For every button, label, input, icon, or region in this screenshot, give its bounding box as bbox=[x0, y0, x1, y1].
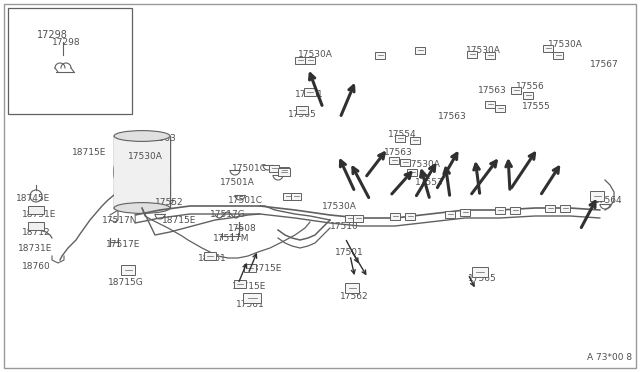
Bar bbox=[353, 215, 363, 221]
Text: 18715E: 18715E bbox=[248, 264, 282, 273]
Bar bbox=[296, 106, 308, 114]
Text: 17298: 17298 bbox=[52, 38, 81, 47]
Bar bbox=[204, 252, 216, 260]
Text: 17564: 17564 bbox=[594, 196, 623, 205]
Text: 17565: 17565 bbox=[468, 274, 497, 283]
Bar bbox=[345, 283, 359, 293]
Bar bbox=[305, 57, 315, 64]
Bar bbox=[510, 206, 520, 214]
Bar bbox=[375, 51, 385, 58]
Bar bbox=[415, 46, 425, 54]
Bar bbox=[523, 92, 533, 99]
Ellipse shape bbox=[114, 136, 170, 208]
Text: 17563: 17563 bbox=[438, 112, 467, 121]
Ellipse shape bbox=[114, 131, 170, 141]
Bar bbox=[114, 136, 170, 208]
Text: 17501C: 17501C bbox=[228, 196, 263, 205]
Bar bbox=[590, 191, 604, 201]
Bar bbox=[278, 168, 290, 176]
Bar bbox=[545, 205, 555, 212]
Ellipse shape bbox=[114, 203, 170, 214]
Text: 17563: 17563 bbox=[384, 148, 413, 157]
Text: 17530A: 17530A bbox=[548, 40, 583, 49]
Text: 17565: 17565 bbox=[288, 110, 317, 119]
Bar bbox=[400, 158, 410, 166]
Bar bbox=[553, 51, 563, 58]
Text: 17298: 17298 bbox=[36, 30, 67, 40]
Text: 17530A: 17530A bbox=[128, 152, 163, 161]
Text: 17517N: 17517N bbox=[102, 216, 138, 225]
Bar bbox=[395, 135, 405, 141]
Text: 17551: 17551 bbox=[295, 90, 324, 99]
Bar bbox=[445, 211, 455, 218]
Bar bbox=[243, 293, 261, 303]
Text: 17517M: 17517M bbox=[213, 234, 250, 243]
Text: 18761: 18761 bbox=[198, 254, 227, 263]
Text: 17517G: 17517G bbox=[210, 210, 246, 219]
Bar bbox=[407, 169, 417, 176]
Text: 17562: 17562 bbox=[340, 292, 369, 301]
Text: 18715E: 18715E bbox=[72, 148, 106, 157]
Bar bbox=[244, 264, 256, 272]
Bar bbox=[495, 206, 505, 214]
Text: 17501: 17501 bbox=[335, 248, 364, 257]
Bar bbox=[279, 167, 289, 173]
Text: 17517E: 17517E bbox=[106, 240, 140, 249]
Bar bbox=[389, 157, 399, 164]
Bar bbox=[405, 212, 415, 219]
Bar bbox=[460, 208, 470, 215]
Text: 17501C: 17501C bbox=[232, 164, 267, 173]
Bar bbox=[304, 88, 316, 96]
Text: 17555: 17555 bbox=[522, 102, 551, 111]
Text: 17530A: 17530A bbox=[298, 50, 333, 59]
Text: 17563: 17563 bbox=[148, 134, 177, 143]
Text: 17567: 17567 bbox=[590, 60, 619, 69]
Bar bbox=[269, 164, 279, 171]
Bar bbox=[485, 100, 495, 108]
Bar bbox=[283, 192, 293, 199]
Text: 17553: 17553 bbox=[415, 178, 444, 187]
Text: 17530A: 17530A bbox=[406, 160, 441, 169]
Text: 18715E: 18715E bbox=[232, 282, 266, 291]
Text: 18715G: 18715G bbox=[108, 278, 144, 287]
Text: 17508: 17508 bbox=[228, 224, 257, 233]
Bar bbox=[390, 212, 400, 219]
Text: 17530A: 17530A bbox=[466, 46, 501, 55]
Bar bbox=[291, 192, 301, 199]
Text: 18731E: 18731E bbox=[22, 210, 56, 219]
Bar bbox=[28, 222, 44, 230]
Bar bbox=[234, 280, 246, 288]
Text: 17563: 17563 bbox=[478, 86, 507, 95]
Text: 17501A: 17501A bbox=[220, 178, 255, 187]
Bar bbox=[345, 215, 355, 221]
Text: 18745E: 18745E bbox=[16, 194, 51, 203]
Bar bbox=[511, 87, 521, 93]
Bar bbox=[467, 51, 477, 58]
Text: 17510: 17510 bbox=[330, 222, 359, 231]
Text: 17552: 17552 bbox=[155, 198, 184, 207]
Text: 17561: 17561 bbox=[236, 300, 265, 309]
Text: 18731E: 18731E bbox=[18, 244, 52, 253]
Bar bbox=[410, 137, 420, 144]
Text: 17530A: 17530A bbox=[322, 202, 357, 211]
Text: A 73*00 8: A 73*00 8 bbox=[587, 353, 632, 362]
Bar bbox=[543, 45, 553, 51]
Bar bbox=[495, 105, 505, 112]
Bar bbox=[560, 205, 570, 212]
Text: 18712: 18712 bbox=[22, 228, 51, 237]
Bar bbox=[28, 206, 44, 214]
Text: 17556: 17556 bbox=[516, 82, 545, 91]
Text: 18715E: 18715E bbox=[162, 216, 196, 225]
Bar bbox=[8, 8, 132, 114]
Bar bbox=[121, 265, 135, 275]
Bar bbox=[472, 267, 488, 277]
Bar bbox=[295, 57, 305, 64]
Text: 17554: 17554 bbox=[388, 130, 417, 139]
Text: 18760: 18760 bbox=[22, 262, 51, 271]
Bar bbox=[485, 51, 495, 58]
